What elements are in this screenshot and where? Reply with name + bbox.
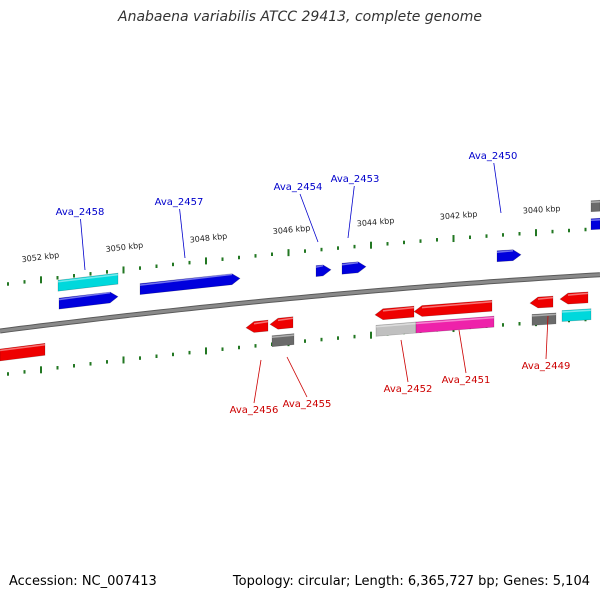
forward-gene-ava-2457 <box>139 273 241 295</box>
gray-feature-ava-2455 <box>271 333 295 348</box>
magenta-feature-ava-2451-shape <box>415 315 495 334</box>
forward-gene-ava-2454-highlight <box>315 264 324 268</box>
backbone <box>0 272 600 334</box>
forward-gene-ava-2453-shape <box>341 261 367 275</box>
leader-line-ava_2456 <box>253 359 262 404</box>
reverse-gene-ava-2451 <box>413 299 493 317</box>
cyan-feature-ava-2458 <box>57 272 119 292</box>
reverse-gene-label: Ava_2456 <box>230 405 279 416</box>
scale-label: 3040 kbp <box>523 204 561 216</box>
accession-text: Accession: NC_007413 <box>9 574 157 589</box>
gray-feature-edge-shape <box>590 199 600 213</box>
scale-label: 3042 kbp <box>439 210 477 222</box>
gene-features <box>0 199 600 362</box>
reverse-gene-ava-2452 <box>374 305 415 321</box>
forward-gene-ava-2450-shape <box>496 249 522 263</box>
forward-gene-label: Ava_2453 <box>331 174 380 185</box>
leader-line-ava_2455 <box>286 356 308 398</box>
cyan-feature-ava-2449-highlight <box>561 309 592 313</box>
scale-label: 3048 kbp <box>189 232 227 245</box>
leader-line-ava_2457 <box>179 208 186 259</box>
reverse-gene-ava-2456-highlight <box>253 320 269 325</box>
reverse-gene-label: Ava_2451 <box>442 375 491 386</box>
reverse-gene-ava-2451-highlight <box>421 300 493 309</box>
scale-label: 3044 kbp <box>356 216 394 228</box>
reverse-gene-ava-2449b-shape <box>559 291 589 305</box>
reverse-gene-edge <box>0 342 46 362</box>
cyan-feature-ava-2458-highlight <box>57 273 119 283</box>
reverse-gene-ava-2455-highlight <box>277 317 294 322</box>
gray-feature-edge <box>590 199 600 213</box>
cyan-feature-ava-2458-shape <box>57 272 119 292</box>
reverse-gene-ava-2452-highlight <box>382 306 415 312</box>
forward-gene-label: Ava_2450 <box>469 151 518 162</box>
leader-line-ava_2450 <box>493 162 502 214</box>
cyan-feature-ava-2449 <box>561 308 592 322</box>
forward-gene-ava-2457-shape <box>139 273 241 295</box>
reverse-gene-ava-2455 <box>269 316 294 330</box>
forward-gene-ava-2453 <box>341 261 367 275</box>
leader-line-ava_2454 <box>299 193 319 243</box>
scale-ticks: 3052 kbp 3050 kbp 3048 kbp 3046 kbp 3044 kbp… <box>7 204 587 376</box>
forward-gene-ava-2458-shape <box>58 291 119 310</box>
reverse-gene-ava-2451-shape <box>413 299 493 317</box>
gray-feature-edge-highlight <box>590 200 600 203</box>
scale-label: 3046 kbp <box>272 224 310 237</box>
forward-gene-edge <box>590 217 600 231</box>
reverse-gene-ava-2455-shape <box>269 316 294 330</box>
scale-label: 3050 kbp <box>105 241 143 254</box>
reverse-gene-ava-2449-shape <box>529 295 554 309</box>
forward-gene-edge-shape <box>590 217 600 231</box>
light-gray-feature-ava-2452-highlight <box>375 322 417 328</box>
map-title: Anabaena variabilis ATCC 29413, complete… <box>118 9 482 25</box>
backbone-line <box>0 273 600 333</box>
scale-label: 3052 kbp <box>21 251 60 265</box>
gray-feature-ava-2455-shape <box>271 333 295 348</box>
gene-labels: Ava_2458 Ava_2457 Ava_2454 Ava_2453 Ava_2450… <box>56 151 571 416</box>
forward-gene-edge-highlight <box>590 218 600 221</box>
leader-line-ava_2453 <box>347 185 355 239</box>
magenta-feature-ava-2451-highlight <box>415 316 495 325</box>
reverse-gene-label: Ava_2449 <box>522 361 571 372</box>
reverse-gene-edge-shape <box>0 342 46 362</box>
reverse-gene-ava-2449b-highlight <box>567 292 589 296</box>
reverse-gene-ava-2449b <box>559 291 589 305</box>
forward-gene-ava-2450 <box>496 249 522 263</box>
reverse-gene-edge-highlight <box>0 344 46 352</box>
leader-line-ava_2451 <box>458 329 467 374</box>
reverse-gene-label: Ava_2455 <box>283 399 332 410</box>
reverse-gene-ava-2449 <box>529 295 554 309</box>
forward-gene-ava-2450-highlight <box>496 249 514 254</box>
gray-feature-ava-2455-highlight <box>271 334 295 338</box>
forward-gene-ava-2458-highlight <box>58 291 111 301</box>
forward-gene-label: Ava_2457 <box>155 197 204 208</box>
forward-gene-ava-2454 <box>315 264 332 277</box>
gray-feature-ava-2449 <box>531 312 557 326</box>
cyan-feature-ava-2449-shape <box>561 308 592 322</box>
forward-gene-label: Ava_2458 <box>56 207 105 218</box>
magenta-feature-ava-2451 <box>415 315 495 334</box>
reverse-gene-ava-2456-shape <box>245 319 269 333</box>
leader-line-ava_2458 <box>80 218 86 271</box>
leader-line-ava_2452 <box>400 339 409 383</box>
forward-gene-ava-2458 <box>58 291 119 310</box>
leader-line-ava_2449 <box>545 315 549 360</box>
forward-gene-ava-2454-shape <box>315 264 332 277</box>
reverse-gene-label: Ava_2452 <box>384 384 433 395</box>
forward-gene-label: Ava_2454 <box>274 182 323 193</box>
gray-feature-ava-2449-shape <box>531 312 557 326</box>
forward-gene-ava-2453-highlight <box>341 261 359 266</box>
reverse-gene-ava-2456 <box>245 319 269 333</box>
light-gray-feature-ava-2452 <box>375 321 417 337</box>
forward-gene-ava-2457-highlight <box>139 273 233 286</box>
genome-info-text: Topology: circular; Length: 6,365,727 bp… <box>232 574 590 589</box>
reverse-gene-ava-2449-highlight <box>537 296 554 300</box>
gray-feature-ava-2449-highlight <box>531 313 557 317</box>
